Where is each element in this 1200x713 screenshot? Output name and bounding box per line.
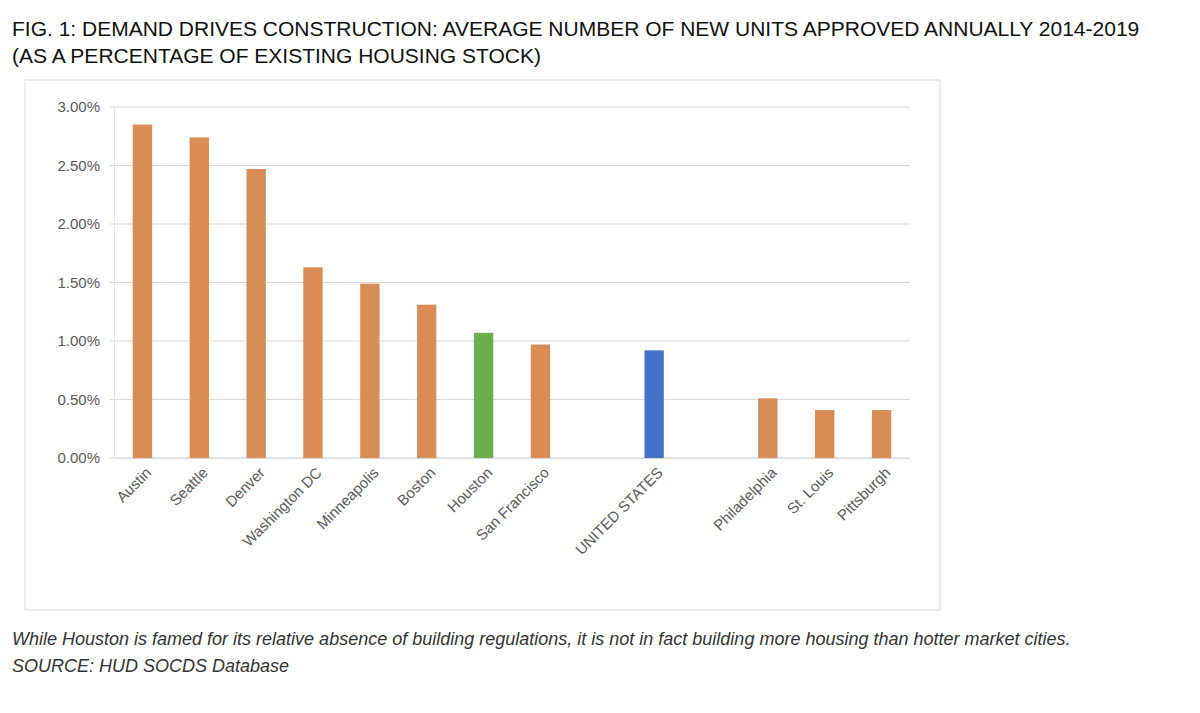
y-tick-label: 1.50% bbox=[57, 274, 100, 291]
bar bbox=[303, 267, 322, 458]
x-tick-label: Philadelphia bbox=[710, 463, 780, 533]
grid bbox=[110, 107, 910, 458]
grid-line bbox=[110, 458, 910, 459]
bar bbox=[360, 284, 379, 458]
x-tick: San Francisco bbox=[472, 458, 552, 544]
x-tick-label: Minneapolis bbox=[313, 464, 382, 533]
x-tick: Philadelphia bbox=[710, 458, 780, 534]
y-tick: 0.00% bbox=[57, 449, 114, 466]
chart-frame bbox=[25, 80, 940, 610]
y-tick-label: 2.50% bbox=[57, 157, 100, 174]
y-tick: 3.00% bbox=[57, 98, 114, 115]
y-axis-line bbox=[114, 108, 115, 459]
y-tick: 0.50% bbox=[57, 391, 114, 408]
x-tick-label: Denver bbox=[222, 464, 268, 510]
caption: While Houston is famed for its relative … bbox=[12, 629, 1071, 676]
x-tick-label: Houston bbox=[444, 464, 496, 516]
x-tick: Austin bbox=[113, 458, 155, 505]
x-tick: St. Louis bbox=[783, 458, 836, 517]
x-tick-label: Austin bbox=[113, 464, 155, 506]
x-tick: UNITED STATES bbox=[572, 458, 666, 558]
y-tick: 2.00% bbox=[57, 215, 114, 232]
bar bbox=[644, 350, 663, 458]
title: FIG. 1: DEMAND DRIVES CONSTRUCTION: AVER… bbox=[12, 17, 1139, 67]
x-tick: Houston bbox=[444, 458, 496, 515]
x-axis-line bbox=[115, 458, 911, 459]
chart: FIG. 1: DEMAND DRIVES CONSTRUCTION: AVER… bbox=[0, 0, 1200, 713]
bar bbox=[190, 137, 209, 458]
x-tick-label: San Francisco bbox=[472, 464, 552, 544]
y-tick-label: 1.00% bbox=[57, 332, 100, 349]
y-tick-label: 0.50% bbox=[57, 391, 100, 408]
bar bbox=[133, 125, 152, 458]
bar bbox=[872, 410, 891, 458]
x-tick: Minneapolis bbox=[313, 458, 382, 532]
x-tick-label: Seattle bbox=[166, 464, 211, 509]
x-tick-label: Pittsburgh bbox=[834, 464, 894, 524]
x-tick: Seattle bbox=[166, 458, 211, 509]
x-axis: Austin SeattleDenverWashington DCMinneapo… bbox=[113, 458, 911, 558]
y-tick-label: 3.00% bbox=[57, 98, 100, 115]
x-tick: Pittsburgh bbox=[834, 458, 894, 524]
bar bbox=[758, 398, 777, 458]
bars bbox=[133, 125, 891, 458]
y-tick-label: 0.00% bbox=[57, 449, 100, 466]
grid-line bbox=[110, 341, 910, 342]
x-tick-label: Boston bbox=[394, 464, 439, 509]
bar bbox=[246, 169, 265, 458]
x-tick: Washington DC bbox=[239, 458, 325, 550]
bar bbox=[474, 333, 493, 458]
y-tick: 1.00% bbox=[57, 332, 114, 349]
bar bbox=[417, 305, 436, 458]
x-tick: Boston bbox=[394, 458, 439, 509]
y-axis: 0.00% 0.50% 1.00% 1.50% 2.00% 2.50% 3.00% bbox=[57, 98, 114, 466]
grid-line bbox=[110, 107, 910, 108]
y-tick: 1.50% bbox=[57, 274, 114, 291]
bar bbox=[531, 345, 550, 458]
x-tick-label: UNITED STATES bbox=[572, 464, 666, 558]
grid-line bbox=[110, 399, 910, 400]
grid-line bbox=[110, 224, 910, 225]
grid-line bbox=[110, 282, 910, 283]
x-tick-label: St. Louis bbox=[783, 464, 836, 517]
grid-line bbox=[110, 165, 910, 166]
x-tick: Denver bbox=[222, 458, 268, 510]
y-tick: 2.50% bbox=[57, 157, 114, 174]
x-tick-label: Washington DC bbox=[239, 464, 325, 550]
y-tick-label: 2.00% bbox=[57, 215, 100, 232]
bar bbox=[815, 410, 834, 458]
